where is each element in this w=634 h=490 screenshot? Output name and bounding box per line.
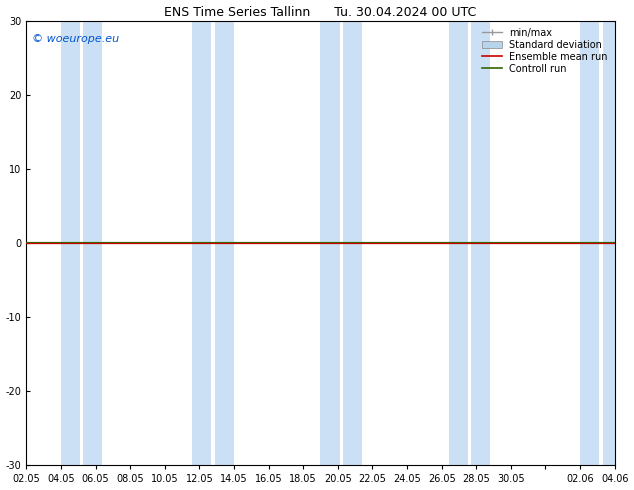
Text: © woeurope.eu: © woeurope.eu <box>32 34 119 45</box>
Bar <box>602 21 621 465</box>
Title: ENS Time Series Tallinn      Tu. 30.04.2024 00 UTC: ENS Time Series Tallinn Tu. 30.04.2024 0… <box>164 5 477 19</box>
Legend: min/max, Standard deviation, Ensemble mean run, Controll run: min/max, Standard deviation, Ensemble me… <box>480 26 610 75</box>
Bar <box>343 21 362 465</box>
Bar <box>580 21 599 465</box>
Bar <box>193 21 212 465</box>
Bar <box>321 21 340 465</box>
Bar <box>215 21 234 465</box>
Bar <box>61 21 80 465</box>
Bar <box>449 21 468 465</box>
Bar <box>471 21 490 465</box>
Bar <box>84 21 103 465</box>
